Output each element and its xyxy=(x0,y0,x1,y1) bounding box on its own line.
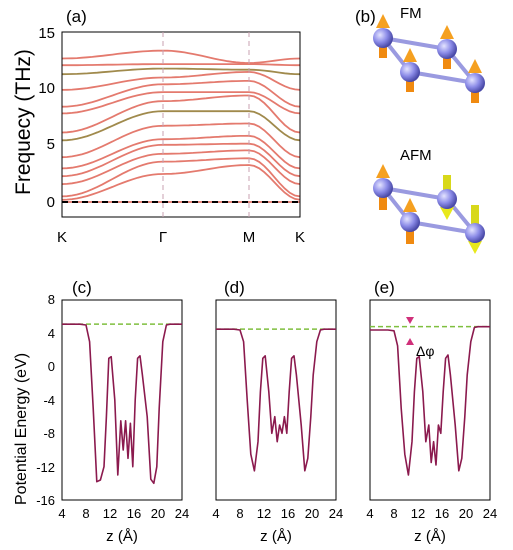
phonon-branch-2 xyxy=(61,164,301,201)
spin-down-arrow-4 xyxy=(468,205,482,254)
kpoint-k-right: K xyxy=(295,229,305,246)
xlabel-e: z (Å) xyxy=(414,528,446,545)
xtick-d: 4 xyxy=(212,506,219,521)
kpoint-k-left: K xyxy=(57,229,67,246)
afm-structure xyxy=(373,164,485,254)
phonon-branch-13 xyxy=(61,67,301,76)
fm-label: FM xyxy=(400,5,422,22)
phonon-branch-7 xyxy=(61,122,301,159)
atom xyxy=(465,223,485,243)
potential-plot-c xyxy=(61,299,183,501)
xtick-c: 4 xyxy=(58,506,65,521)
xtick-d: 16 xyxy=(281,506,295,521)
atom xyxy=(465,73,485,93)
xtick-e: 8 xyxy=(390,506,397,521)
phonon-branch-8 xyxy=(61,110,301,142)
xtick-c: 16 xyxy=(127,506,141,521)
phonon-branch-6 xyxy=(61,134,301,170)
potential-curve-e xyxy=(370,325,490,476)
fm-atoms xyxy=(373,28,485,93)
atom xyxy=(400,62,420,82)
afm-spin-arrows xyxy=(376,164,482,254)
xtick-d: 24 xyxy=(329,506,343,521)
xtick-c: 8 xyxy=(82,506,89,521)
xtick-d: 8 xyxy=(236,506,243,521)
potential-ytick: 4 xyxy=(48,326,55,341)
kpoint-gamma: Γ xyxy=(159,229,167,246)
panel-label-d: (d) xyxy=(224,278,245,297)
band-ylabel: Frequecy (THz) xyxy=(12,49,35,195)
phonon-branch-10 xyxy=(61,91,301,115)
panel-label-b: (b) xyxy=(355,7,376,26)
xtick-d: 12 xyxy=(257,506,271,521)
band-ytick-0: 0 xyxy=(47,194,55,211)
phonon-branch-14 xyxy=(62,63,300,67)
potential-ytick: -16 xyxy=(36,493,55,508)
plot-frame-c xyxy=(61,299,183,501)
spin-down-arrow-2 xyxy=(440,175,454,220)
panel-label-a: (a) xyxy=(66,7,87,26)
atom xyxy=(437,39,457,59)
xtick-e: 4 xyxy=(366,506,373,521)
spin-up-arrow-3 xyxy=(403,198,417,244)
potential-plot-e xyxy=(369,299,491,501)
phonon-branch-11 xyxy=(61,80,301,108)
band-panel: (a) Frequecy (THz) 15 10 5 0 K Γ M K xyxy=(12,7,305,246)
potential-ytick: 8 xyxy=(48,292,55,307)
potential-ytick: -8 xyxy=(43,426,55,441)
atom xyxy=(373,178,393,198)
fm-spin-arrows xyxy=(376,14,482,103)
potential-ytick: -4 xyxy=(43,393,55,408)
xlabel-c: z (Å) xyxy=(106,528,138,545)
potential-ytick: 0 xyxy=(48,359,55,374)
xtick-c: 20 xyxy=(151,506,165,521)
band-ytick-15: 15 xyxy=(38,25,55,42)
xtick-c: 12 xyxy=(103,506,117,521)
potential-panels: Potential Energy (eV) (c) (d) (e) 8 4 0 … xyxy=(13,278,497,545)
plot-frame-e xyxy=(369,299,491,501)
structure-panel: (b) FM AFM xyxy=(355,5,485,254)
xtick-e: 12 xyxy=(411,506,425,521)
xtick-e: 16 xyxy=(435,506,449,521)
atom xyxy=(437,189,457,209)
atom xyxy=(400,212,420,232)
afm-atoms xyxy=(373,178,485,243)
phonon-branch-4 xyxy=(61,149,301,185)
xtick-e: 20 xyxy=(459,506,473,521)
potential-plot-d xyxy=(215,299,337,501)
band-ytick-10: 10 xyxy=(38,80,55,97)
delta-arrow-down xyxy=(406,317,414,324)
phonon-branch-12 xyxy=(61,70,301,91)
band-plot-frame xyxy=(61,31,301,218)
kpoint-m: M xyxy=(243,229,256,246)
work-function-difference-marker xyxy=(406,317,414,345)
band-lines xyxy=(61,49,301,203)
band-ytick-5: 5 xyxy=(47,136,55,153)
atom xyxy=(373,28,393,48)
xtick-d: 20 xyxy=(305,506,319,521)
potential-ylabel: Potential Energy (eV) xyxy=(13,353,30,505)
panel-label-c: (c) xyxy=(72,278,92,297)
afm-bonds xyxy=(381,186,477,235)
potential-ytick: -12 xyxy=(36,460,55,475)
phonon-branch-15 xyxy=(61,49,301,64)
fm-structure xyxy=(373,14,485,103)
afm-label: AFM xyxy=(400,147,432,164)
xtick-e: 24 xyxy=(483,506,497,521)
xtick-c: 24 xyxy=(175,506,189,521)
spin-up-arrow-1 xyxy=(376,164,390,210)
plot-frame-d xyxy=(215,299,337,501)
xlabel-d: z (Å) xyxy=(260,528,292,545)
fm-bonds xyxy=(381,36,477,85)
potential-curve-d xyxy=(216,328,336,472)
phonon-branch-9 xyxy=(61,94,301,134)
potential-curve-c xyxy=(62,323,182,485)
panel-label-e: (e) xyxy=(374,278,395,297)
delta-phi-label: Δφ xyxy=(416,343,434,359)
phonon-branch-5 xyxy=(61,142,301,178)
delta-arrow-up xyxy=(406,338,414,345)
phonon-branch-3 xyxy=(61,157,301,198)
